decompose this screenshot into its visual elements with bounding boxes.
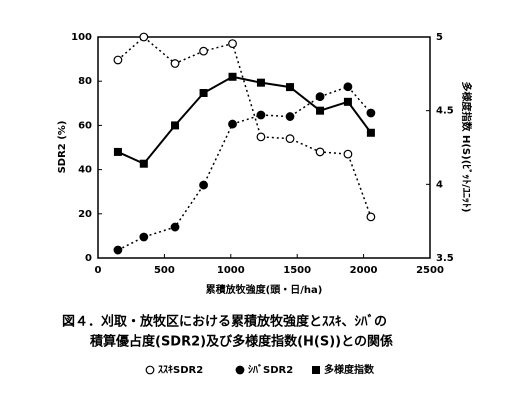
y-tick-label: 0: [85, 253, 92, 264]
marker: [315, 92, 325, 102]
legend-label: 多様度指数: [324, 363, 375, 376]
marker: [366, 128, 375, 137]
marker: [228, 39, 237, 49]
y-tick-label: 40: [78, 165, 92, 176]
marker: [171, 121, 180, 130]
y-tick-label: 100: [71, 32, 92, 43]
y2-tick-label: 4.5: [436, 106, 454, 117]
marker: [199, 46, 208, 56]
series-line: [117, 85, 372, 251]
marker: [315, 147, 325, 157]
marker: [286, 83, 295, 92]
caption: 図４．刈取・放牧区における累積放牧強度とｽｽｷ、ｼﾊﾞの: [62, 314, 387, 330]
x-axis-label: 累積放牧強度(頭・日/ha): [206, 283, 323, 296]
legend-marker: [145, 365, 155, 375]
y2-tick-label: 4: [436, 179, 443, 190]
marker: [199, 88, 208, 97]
marker: [113, 147, 122, 156]
legend-marker: [312, 366, 320, 374]
x-tick-label: 500: [154, 265, 175, 276]
marker: [285, 112, 295, 121]
legend-label: ｽｽｷSDR2: [158, 364, 203, 376]
y-axis-label: SDR2 (%): [57, 121, 68, 174]
x-tick-label: 1500: [283, 265, 311, 276]
marker: [170, 59, 180, 68]
marker: [343, 149, 353, 159]
marker: [343, 97, 352, 106]
y2-tick-label: 3.5: [436, 253, 454, 264]
marker: [139, 32, 149, 42]
marker: [256, 78, 265, 87]
x-tick-label: 0: [95, 265, 102, 276]
legend-label: ｼﾊﾞSDR2: [248, 363, 293, 376]
x-tick-label: 2500: [416, 265, 444, 276]
marker: [113, 55, 123, 65]
series-line: [117, 75, 372, 165]
marker: [366, 212, 376, 222]
x-tick-label: 1000: [217, 265, 245, 276]
series-line: [117, 36, 372, 218]
caption: 積算優占度(SDR2)及び多様度指数(H(S))との関係: [89, 334, 393, 350]
y-tick-label: 80: [78, 76, 92, 87]
marker: [139, 232, 149, 242]
marker: [139, 159, 148, 168]
marker: [256, 110, 266, 120]
marker: [228, 119, 237, 129]
marker: [199, 180, 208, 190]
marker: [170, 222, 180, 232]
plot-frame: [97, 36, 431, 259]
y-tick-label: 20: [78, 209, 92, 220]
marker: [343, 82, 353, 92]
marker: [316, 106, 325, 115]
y2-tick-label: 5: [436, 32, 443, 43]
legend-marker: [235, 365, 245, 375]
marker: [285, 134, 295, 144]
marker: [228, 72, 237, 81]
marker: [366, 108, 376, 118]
y2-axis-label: 多様度指数 H(S)(ﾋﾞｯﾄ/ﾕﾆｯﾄ): [460, 82, 473, 213]
marker: [256, 132, 266, 142]
x-tick-label: 2000: [350, 265, 378, 276]
y-tick-label: 60: [78, 120, 92, 131]
marker: [113, 245, 123, 255]
